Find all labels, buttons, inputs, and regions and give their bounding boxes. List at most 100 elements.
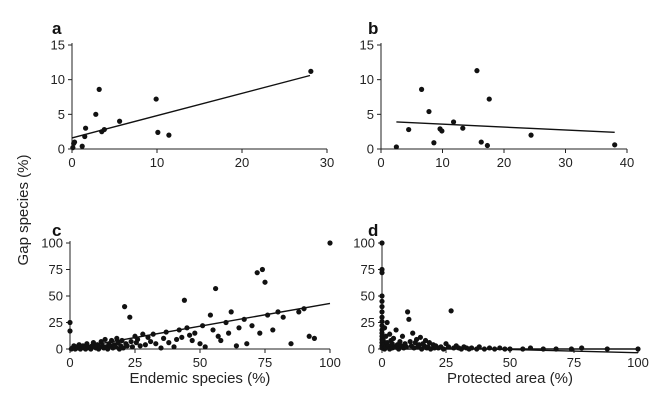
data-point	[478, 139, 484, 145]
data-point	[422, 337, 429, 344]
data-point	[120, 345, 126, 351]
data-point	[128, 338, 134, 345]
data-point	[181, 297, 187, 303]
x-tick-label: 50	[503, 355, 517, 370]
y-tick-label: 50	[361, 289, 375, 304]
x-tick-label: 0	[66, 355, 73, 370]
data-point	[200, 323, 206, 329]
y-tick-label: 15	[360, 38, 374, 53]
data-point	[163, 329, 169, 335]
data-point	[308, 68, 314, 74]
data-point	[161, 335, 167, 341]
data-point	[197, 341, 203, 347]
data-point	[407, 338, 413, 345]
data-point	[379, 318, 385, 325]
x-tick-label: 0	[377, 155, 384, 170]
data-point	[166, 132, 172, 138]
data-point	[207, 312, 213, 318]
data-point	[153, 341, 159, 347]
x-tick-label: 30	[558, 155, 572, 170]
data-point	[280, 314, 286, 320]
y-tick-label: 10	[360, 72, 374, 87]
data-point	[153, 96, 159, 102]
data-point	[379, 240, 385, 246]
data-point	[213, 285, 219, 292]
data-point	[184, 325, 190, 331]
y-axis-title: Gap species (%)	[15, 155, 32, 266]
data-point	[233, 343, 239, 349]
data-point	[380, 337, 386, 344]
data-point	[484, 142, 490, 149]
y-tick-label: 100	[353, 236, 375, 251]
data-point	[79, 143, 85, 149]
data-point	[142, 342, 148, 348]
data-point	[540, 346, 546, 352]
x-tick-label: 100	[319, 355, 341, 370]
y-tick-label: 0	[367, 142, 374, 157]
y-tick-label: 5	[367, 107, 374, 122]
data-point	[399, 333, 406, 339]
data-point	[405, 309, 411, 315]
data-point	[215, 333, 221, 339]
x-tick-label: 75	[258, 355, 272, 370]
y-tick-label: 0	[58, 142, 65, 157]
data-point	[270, 327, 276, 333]
data-point	[259, 266, 265, 273]
data-point	[397, 338, 403, 345]
x-axis-title: Protected area (%)	[447, 370, 573, 387]
data-point	[192, 330, 198, 336]
data-point	[122, 304, 128, 310]
panel-letter: a	[52, 19, 62, 38]
data-point	[327, 240, 333, 246]
data-point	[486, 96, 492, 102]
data-point	[249, 323, 255, 329]
data-point	[174, 336, 180, 343]
x-tick-label: 40	[620, 155, 634, 170]
data-point	[101, 126, 107, 133]
data-point	[155, 129, 161, 135]
data-point	[124, 343, 130, 349]
data-point	[244, 341, 250, 347]
data-point	[93, 111, 99, 117]
data-point	[158, 345, 164, 351]
data-point	[528, 132, 534, 138]
data-point	[520, 346, 526, 352]
data-point	[179, 334, 185, 340]
x-tick-label: 10	[150, 155, 164, 170]
x-tick-label: 75	[567, 355, 581, 370]
data-point	[67, 328, 73, 334]
data-point	[426, 340, 432, 346]
data-point	[379, 314, 385, 320]
y-tick-label: 25	[49, 315, 63, 330]
data-point	[393, 144, 399, 150]
data-point	[507, 346, 513, 352]
data-point	[379, 270, 385, 276]
data-point	[384, 319, 390, 326]
data-point	[579, 345, 585, 351]
data-point	[145, 334, 151, 340]
x-tick-label: 20	[497, 155, 511, 170]
data-point	[102, 336, 108, 343]
data-point	[119, 337, 125, 344]
data-point	[96, 86, 102, 92]
data-point	[426, 108, 432, 115]
y-tick-label: 15	[51, 38, 65, 53]
data-point	[474, 68, 480, 74]
data-point	[70, 145, 76, 151]
data-point	[83, 125, 89, 131]
data-point	[568, 346, 575, 352]
y-tick-label: 10	[51, 72, 65, 87]
trend-line	[396, 121, 615, 134]
data-point	[109, 337, 115, 344]
data-point	[469, 345, 475, 351]
data-point	[82, 133, 88, 140]
panel-letter: b	[368, 19, 378, 38]
data-point	[379, 304, 385, 310]
data-point	[553, 346, 559, 352]
x-axis-title: Endemic species (%)	[130, 370, 271, 387]
data-point	[445, 344, 452, 350]
x-tick-label: 25	[439, 355, 453, 370]
data-point	[166, 340, 172, 346]
data-point	[486, 345, 493, 351]
data-point	[481, 346, 487, 352]
